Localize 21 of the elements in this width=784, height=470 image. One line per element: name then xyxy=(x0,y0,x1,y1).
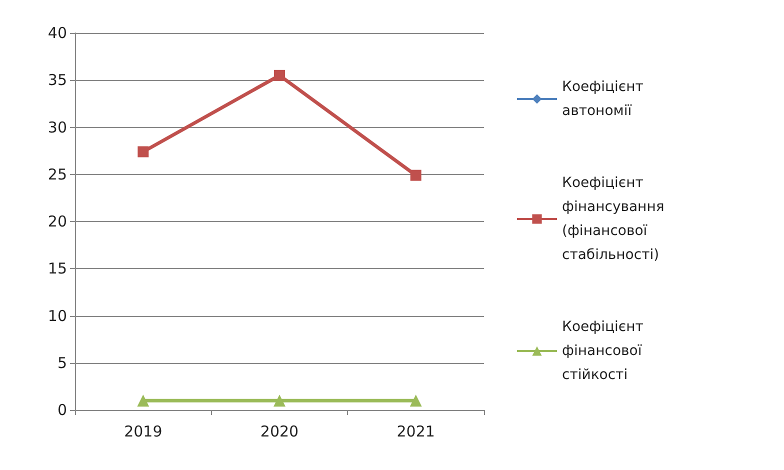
y-tick-label: 30 xyxy=(48,118,67,136)
y-tick-label: 0 xyxy=(57,401,67,419)
y-tick-label: 15 xyxy=(48,260,67,278)
y-tick-label: 40 xyxy=(48,24,67,42)
point xyxy=(274,394,286,407)
x-tick-label: 2019 xyxy=(124,422,162,440)
point xyxy=(274,70,285,81)
point xyxy=(410,394,422,407)
y-tick-label: 20 xyxy=(48,212,67,230)
point xyxy=(137,394,150,407)
legend-label: Коефіцієнт автономії xyxy=(562,79,648,119)
x-tick-label: 2020 xyxy=(260,422,299,440)
y-tick-label: 5 xyxy=(57,354,67,372)
point xyxy=(138,146,149,158)
x-tick-label: 2021 xyxy=(396,422,435,440)
legend-label: Коефіцієнт фінансування (фінансової стабільності) xyxy=(562,175,669,263)
legend-label: Коефіцієнт фінансової стійкості xyxy=(562,319,648,383)
y-tick-label: 35 xyxy=(48,71,67,90)
point xyxy=(410,170,422,181)
y-tick-label: 10 xyxy=(48,306,67,325)
y-tick-label: 25 xyxy=(48,165,67,184)
